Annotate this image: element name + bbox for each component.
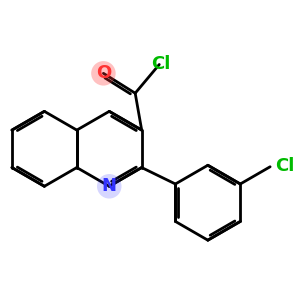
Text: O: O — [96, 64, 111, 82]
Text: Cl: Cl — [275, 157, 294, 175]
Text: N: N — [102, 177, 117, 195]
Text: Cl: Cl — [152, 55, 171, 73]
